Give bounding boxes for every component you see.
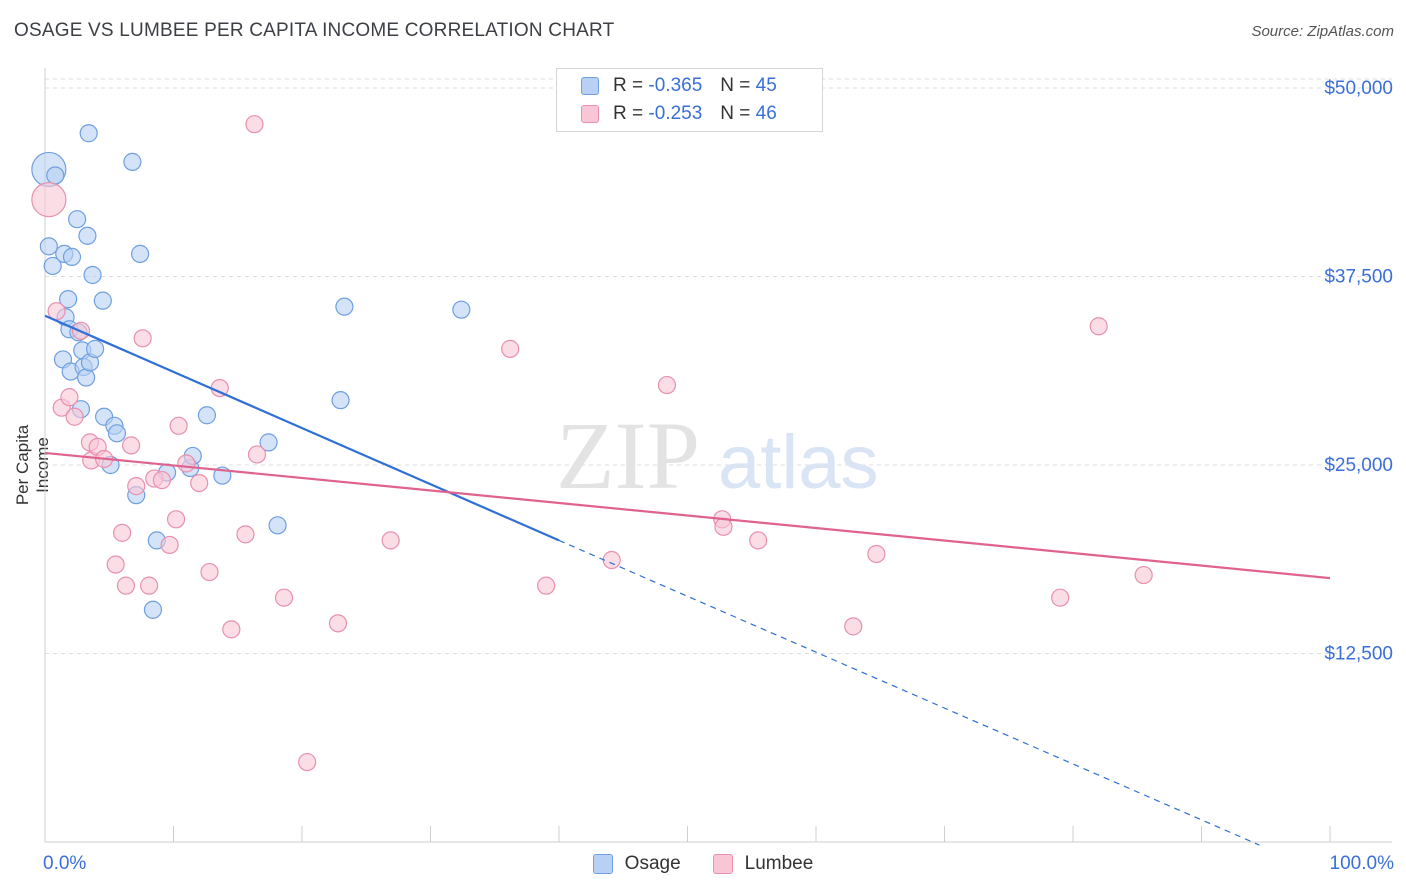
osage-point — [46, 166, 65, 185]
lumbee-point — [1089, 317, 1108, 336]
lumbee-point — [844, 617, 863, 636]
osage-point — [335, 297, 354, 316]
correlation-legend: R = -0.365 N = 45 R = -0.253 N = 46 — [556, 68, 823, 132]
gridlines — [45, 78, 1392, 654]
lumbee-point — [236, 525, 255, 544]
lumbee-point — [169, 416, 188, 435]
lumbee-trend-line — [44, 451, 1331, 580]
osage-point — [79, 124, 98, 143]
x-tick-label: 0.0% — [43, 853, 86, 874]
lumbee-point — [106, 555, 125, 574]
y-tick-label: $12,500 — [1324, 644, 1393, 665]
lumbee-point — [247, 445, 267, 464]
legend-n-value: 45 — [755, 75, 777, 96]
lumbee-point — [602, 550, 621, 570]
lumbee-swatch — [581, 105, 599, 123]
lumbee-point — [245, 115, 264, 134]
lumbee-point — [657, 375, 677, 395]
osage-point — [59, 290, 78, 309]
legend-r-label: R = — [613, 103, 644, 124]
osage-swatch — [581, 77, 599, 95]
osage-point — [77, 368, 96, 387]
lumbee-legend-label: Lumbee — [744, 853, 814, 874]
tick-labels: $12,500 $25,000 $37,500 $50,000 0.0% 100.0% — [43, 78, 1394, 874]
lumbee-point — [65, 407, 84, 426]
watermark-atlas: atlas — [718, 420, 879, 505]
y-tick-label: $50,000 — [1324, 78, 1393, 99]
legend-row-osage: R = -0.365 N = 45 — [581, 74, 777, 98]
legend-r-value: -0.253 — [648, 103, 703, 124]
legend-n-value: 46 — [755, 103, 777, 124]
osage-trend-line — [44, 314, 560, 542]
osage-point — [83, 265, 102, 285]
lumbee-point — [160, 535, 179, 555]
trend-lines — [44, 314, 1331, 846]
source-label: Source: ZipAtlas.com — [1251, 23, 1394, 40]
lumbee-point — [328, 614, 348, 633]
lumbee-point — [1134, 565, 1153, 585]
y-tick-label: $25,000 — [1324, 455, 1393, 476]
lumbee-point — [274, 588, 294, 607]
osage-point — [43, 256, 62, 276]
lumbee-point — [152, 470, 172, 490]
osage-point — [331, 391, 350, 410]
lumbee-point — [200, 562, 219, 582]
y-tick-label: $37,500 — [1324, 267, 1393, 288]
lumbee-point — [749, 531, 768, 550]
osage-legend-label: Osage — [624, 853, 681, 874]
osage-point — [197, 406, 217, 425]
osage-point — [452, 300, 471, 319]
lumbee-point — [116, 576, 136, 595]
osage-point — [107, 424, 127, 443]
lumbee-point — [537, 576, 556, 595]
osage-point — [143, 600, 163, 619]
lumbee-point — [222, 620, 241, 639]
lumbee-point — [714, 517, 733, 536]
osage-point — [78, 226, 97, 245]
osage-trend-extension — [558, 539, 1260, 846]
lumbee-point — [166, 510, 186, 529]
lumbee-point — [127, 477, 146, 496]
lumbee-point — [121, 436, 141, 455]
legend-r-label: R = — [613, 75, 644, 96]
osage-point — [39, 237, 58, 256]
legend-n-label: N = — [720, 75, 751, 96]
lumbee-point — [31, 181, 67, 218]
chart-title: OSAGE VS LUMBEE PER CAPITA INCOME CORREL… — [14, 20, 615, 41]
osage-point — [86, 339, 105, 358]
series-legend: Osage Lumbee — [0, 852, 1406, 876]
osage-point — [130, 244, 150, 263]
legend-item-lumbee[interactable]: Lumbee — [712, 853, 814, 875]
lumbee-point — [501, 339, 520, 358]
osage-point — [268, 516, 287, 535]
legend-item-osage[interactable]: Osage — [592, 853, 681, 875]
legend-r-value: -0.365 — [648, 75, 703, 96]
lumbee-point — [1051, 588, 1070, 607]
lumbee-point — [298, 752, 317, 772]
lumbee-point — [381, 531, 400, 550]
osage-point — [123, 152, 142, 171]
osage-point — [259, 433, 278, 452]
lumbee-point — [60, 388, 79, 407]
legend-n-label: N = — [720, 103, 751, 124]
lumbee-point — [133, 329, 152, 348]
lumbee-point — [867, 544, 886, 564]
data-points — [31, 115, 1153, 772]
lumbee-point — [112, 523, 132, 542]
watermark-zip: ZIP — [556, 402, 700, 509]
osage-legend-swatch — [592, 854, 613, 874]
osage-point — [62, 247, 82, 266]
lumbee-point — [177, 454, 196, 473]
lumbee-legend-swatch — [712, 854, 733, 874]
lumbee-point — [190, 473, 209, 493]
osage-point — [93, 291, 112, 310]
legend-row-lumbee: R = -0.253 N = 46 — [581, 102, 777, 126]
osage-point — [68, 210, 87, 229]
watermark: ZIP atlas — [556, 402, 879, 509]
lumbee-point — [139, 576, 159, 595]
x-tick-label: 100.0% — [1330, 853, 1395, 874]
